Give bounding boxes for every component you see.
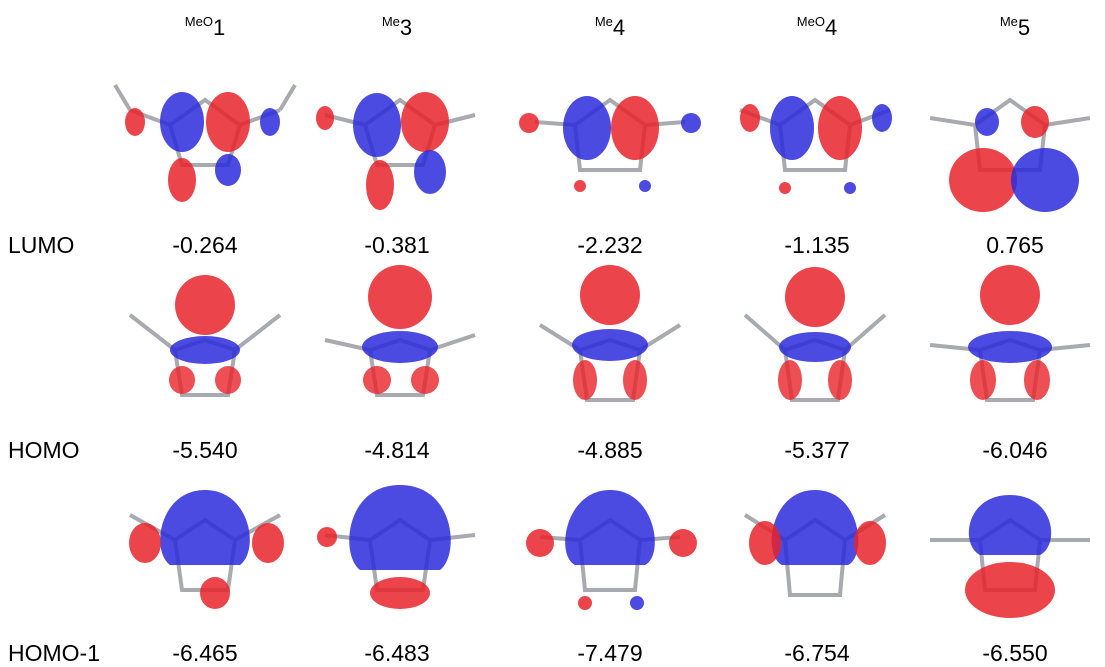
value-lumo-5: 0.765 (986, 232, 1044, 258)
row-label-homo-1: HOMO-1 (8, 640, 100, 666)
column-header-4: MeO4 (796, 14, 838, 40)
orbital-lumo-5 (915, 50, 1105, 212)
column-header-1: MeO1 (184, 14, 226, 40)
value-lumo-1: -0.264 (172, 232, 238, 258)
value-lumo-3: -2.232 (577, 232, 643, 258)
value-homo-1-2: -6.483 (364, 640, 430, 666)
orbital-homo-1-3 (515, 465, 705, 625)
orbital-homo-1-1 (110, 465, 300, 625)
value-homo-1-5: -6.550 (982, 640, 1048, 666)
row-label-lumo: LUMO (8, 232, 75, 258)
value-homo-1: -5.540 (172, 437, 238, 463)
value-homo-3: -4.885 (577, 437, 643, 463)
row-label-homo: HOMO (8, 437, 80, 463)
orbital-lumo-1 (110, 50, 300, 210)
orbital-homo-1-5 (915, 465, 1105, 625)
orbital-homo-1-4 (720, 465, 910, 625)
orbital-homo-4 (720, 255, 910, 415)
orbital-homo-2 (305, 255, 495, 415)
orbital-lumo-4 (720, 50, 910, 210)
orbital-lumo-3 (515, 50, 705, 210)
value-homo-1-3: -7.479 (577, 640, 643, 666)
orbital-homo-5 (915, 255, 1105, 415)
value-homo-2: -4.814 (364, 437, 430, 463)
value-homo-5: -6.046 (982, 437, 1048, 463)
value-homo-1-1: -6.465 (172, 640, 238, 666)
value-lumo-2: -0.381 (364, 232, 430, 258)
orbital-homo-1 (110, 255, 300, 415)
column-header-2: Me3 (381, 14, 413, 40)
column-header-3: Me4 (594, 14, 626, 40)
value-homo-4: -5.377 (784, 437, 850, 463)
value-lumo-4: -1.135 (784, 232, 850, 258)
orbital-lumo-2 (305, 50, 495, 210)
value-homo-1-4: -6.754 (784, 640, 850, 666)
column-header-5: Me5 (999, 14, 1031, 40)
orbital-homo-1-2 (305, 465, 495, 625)
orbital-homo-3 (515, 255, 705, 415)
